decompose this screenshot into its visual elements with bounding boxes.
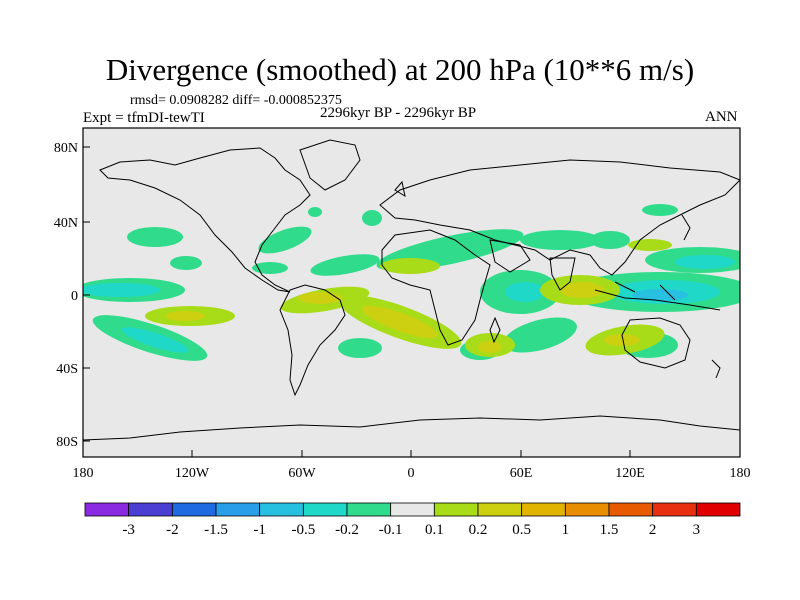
colorbar-swatch	[259, 502, 304, 517]
colorbar-label: 0.2	[469, 522, 488, 538]
lon-tick-60W: 60W	[288, 466, 316, 481]
field-eastern-pacific-north	[127, 227, 183, 247]
colorbar-label: -0.5	[291, 522, 315, 538]
colorbar-label: -1.5	[204, 522, 228, 538]
colorbar-label: -3	[122, 522, 135, 538]
coast-south-america	[279, 284, 346, 397]
field-japan	[642, 204, 678, 216]
colorbar-label: 0.5	[512, 522, 531, 538]
colorbar-swatch	[128, 502, 173, 517]
core-south-atlantic	[362, 305, 438, 339]
lon-tick-120E: 120E	[615, 466, 645, 481]
colorbar-swatch	[564, 502, 610, 517]
colorbar-swatch	[390, 502, 435, 517]
colorbar-label: 0.1	[425, 522, 444, 538]
colorbar-swatch	[695, 502, 741, 517]
lon-tick-120W: 120W	[175, 466, 210, 481]
colorbar-swatch	[171, 502, 217, 517]
lat-tick-labels: 80N 40N 0 40S 80S	[54, 141, 78, 450]
colorbar-label: -0.2	[335, 522, 359, 538]
coast-arabia	[489, 239, 531, 273]
coast-indonesia	[594, 281, 721, 311]
coastlines	[83, 139, 740, 441]
field-south-indian-ocean	[503, 317, 577, 353]
colorbar	[84, 502, 741, 517]
field-north-atlantic	[362, 210, 382, 226]
colorbar-swatch	[477, 502, 523, 517]
colorbar-label: -1	[253, 522, 266, 538]
experiment-label: Expt = tfmDI-tewTI	[83, 110, 205, 126]
lat-tick-40N: 40N	[54, 216, 78, 231]
core-australia	[604, 334, 640, 346]
colorbar-labels: -3 -2 -1.5 -1 -0.5 -0.2 -0.1 0.1 0.2 0.5…	[122, 522, 700, 538]
core-central-pacific	[165, 311, 205, 321]
season-label: ANN	[705, 109, 738, 125]
coast-north-america	[99, 147, 311, 293]
core-indonesia-strong	[632, 289, 688, 301]
colorbar-swatch	[302, 502, 348, 517]
core-east-pacific	[83, 283, 160, 297]
colorbar-swatch	[215, 502, 261, 517]
divergence-fields	[83, 204, 740, 361]
field-north-pacific-west	[628, 239, 672, 251]
colorbar-label: 1.5	[600, 522, 619, 538]
field-pacific-north-small	[170, 256, 202, 270]
colorbar-label: 3	[693, 522, 701, 538]
lat-tick-80S: 80S	[56, 435, 78, 450]
core-bay-of-bengal	[560, 282, 604, 298]
coast-europe-asia	[379, 159, 740, 276]
colorbar-label: -0.1	[379, 522, 403, 538]
lon-tick-60E: 60E	[510, 466, 533, 481]
coast-africa	[381, 229, 491, 346]
lat-tick-0: 0	[71, 289, 78, 304]
time-period-label: 2296kyr BP - 2296kyr BP	[320, 105, 477, 121]
colorbar-swatch	[84, 502, 130, 517]
lon-tick-180e: 180	[730, 466, 751, 481]
field-caribbean	[258, 226, 312, 254]
colorbar-swatch	[608, 502, 654, 517]
core-west-indian	[505, 282, 545, 302]
coast-madagascar	[489, 316, 501, 344]
coast-india	[549, 257, 576, 291]
colorbar-swatch	[652, 502, 697, 517]
field-south-atlantic-west	[338, 338, 382, 358]
coast-australia	[621, 317, 691, 369]
lat-tick-40S: 40S	[56, 362, 78, 377]
coast-greenland	[299, 139, 361, 191]
rmsd-stats: rmsd= 0.0908282 diff= -0.000852375	[130, 93, 342, 108]
field-gulf	[252, 262, 288, 274]
field-n-atlantic-small	[308, 207, 322, 217]
coast-japan	[681, 214, 691, 241]
colorbar-swatch	[433, 502, 479, 517]
field-east-asia	[590, 231, 630, 249]
field-arabia	[520, 230, 600, 250]
field-west-africa	[380, 258, 440, 274]
colorbar-label: 2	[649, 522, 657, 538]
coast-antarctica	[83, 415, 740, 441]
colorbar-label: 1	[562, 522, 570, 538]
core-southeast-pacific	[121, 327, 189, 353]
core-nw-pacific	[675, 255, 735, 269]
core-mozambique	[478, 341, 502, 353]
figure-title: Divergence (smoothed) at 200 hPa (10**6 …	[105, 52, 695, 87]
lon-tick-0: 0	[408, 466, 415, 481]
colorbar-swatch	[346, 502, 392, 517]
coast-new-zealand	[711, 359, 721, 379]
axis-ticks	[83, 146, 631, 457]
lat-tick-80N: 80N	[54, 141, 78, 156]
colorbar-swatch	[521, 502, 566, 517]
lon-tick-labels: 180 120W 60W 0 60E 120E 180	[73, 466, 751, 481]
coast-british-isles	[394, 180, 406, 198]
colorbar-label: -2	[166, 522, 179, 538]
lon-tick-180w: 180	[73, 466, 94, 481]
field-subtropical-atlantic	[310, 254, 380, 276]
core-brazil	[298, 292, 342, 304]
